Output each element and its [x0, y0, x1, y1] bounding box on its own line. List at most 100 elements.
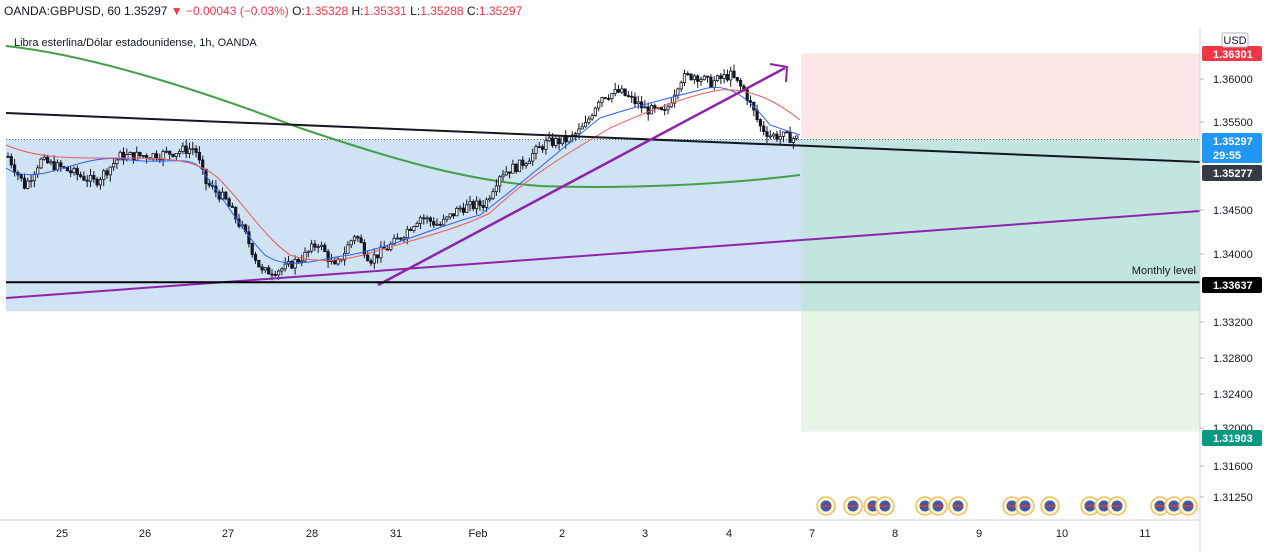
- candle-body: [19, 174, 23, 179]
- candle-body: [22, 177, 27, 189]
- candle-body: [230, 205, 234, 208]
- candle-body: [32, 173, 37, 182]
- candle-body: [399, 237, 403, 240]
- candle-body: [36, 167, 40, 175]
- candle-body: [79, 174, 83, 177]
- close-key: C:: [467, 4, 479, 18]
- candle-body: [290, 260, 294, 269]
- candle-body: [653, 105, 657, 109]
- candle-body: [445, 216, 449, 220]
- x-tick-label: 11: [1139, 528, 1150, 540]
- ema-slow-line: [5, 45, 801, 188]
- price-badge: [1202, 46, 1262, 61]
- candle-body: [577, 128, 581, 135]
- candle-body: [313, 243, 317, 248]
- price-badge-label: 1.31903: [1213, 433, 1253, 445]
- candle-body: [547, 137, 551, 142]
- candle-body: [9, 156, 13, 166]
- candle-body: [95, 178, 99, 186]
- projection-arrow-line: [377, 66, 786, 287]
- candle-body: [527, 160, 532, 165]
- candle-body: [85, 179, 89, 182]
- candle-body: [451, 213, 456, 217]
- candle-body: [75, 168, 79, 176]
- projection-arrow-head: [769, 63, 789, 83]
- low-key: L:: [410, 4, 420, 18]
- change-label: −0.00043 (−0.03%): [186, 4, 292, 18]
- candle-body: [207, 183, 211, 186]
- candle-body: [346, 244, 350, 254]
- candle-body: [663, 109, 667, 111]
- candle-body: [603, 97, 607, 99]
- candle-body: [273, 274, 277, 276]
- candle-body: [778, 135, 782, 140]
- y-tick-label: 1.34500: [1213, 205, 1253, 217]
- candle-body: [758, 119, 763, 127]
- candle-body: [234, 206, 238, 220]
- candle-body: [161, 151, 165, 161]
- candle-body: [191, 148, 195, 151]
- candle-body: [692, 75, 697, 81]
- candle-body: [785, 131, 789, 134]
- candle-body: [392, 237, 396, 245]
- candle-body: [706, 75, 710, 78]
- candle-body: [583, 121, 588, 128]
- candle-body: [49, 161, 53, 164]
- candle-body: [263, 267, 268, 271]
- chart-subtitle: Libra esterlina/Dólar estadounidense, 1h…: [14, 37, 257, 49]
- candle-body: [712, 80, 716, 88]
- x-tick-label: 2: [559, 528, 565, 540]
- candles-group: [6, 64, 799, 281]
- candle-body: [356, 236, 360, 239]
- candle-body: [250, 243, 254, 255]
- candle-body: [791, 137, 796, 143]
- candle-body: [511, 163, 515, 174]
- candle-body: [115, 159, 119, 164]
- candle-body: [52, 161, 56, 171]
- candle-body: [560, 135, 565, 145]
- candle-body: [336, 258, 340, 265]
- symbol-header: OANDA:GBPUSD, 60 1.35297 ▼ −0.00043 (−0.…: [4, 4, 523, 18]
- candle-body: [422, 217, 426, 220]
- candle-body: [435, 223, 439, 226]
- candle-body: [379, 246, 383, 259]
- candle-body: [441, 218, 446, 226]
- candle-body: [484, 199, 489, 208]
- candle-body: [319, 244, 324, 247]
- candle-body: [112, 163, 116, 168]
- candle-body: [69, 170, 73, 174]
- candle-body: [316, 246, 320, 248]
- candle-body: [517, 159, 522, 173]
- x-tick-label: 10: [1056, 528, 1068, 540]
- candle-body: [739, 80, 743, 87]
- ascending-trendline: [5, 210, 1201, 299]
- candle-body: [65, 167, 69, 172]
- candle-body: [326, 251, 330, 262]
- candle-body: [765, 131, 769, 137]
- candle-body: [352, 236, 357, 242]
- candle-body: [593, 107, 598, 117]
- candle-body: [283, 263, 287, 270]
- candle-body: [468, 201, 472, 206]
- candle-body: [46, 156, 50, 164]
- candle-body: [108, 166, 112, 176]
- candle-body: [732, 70, 736, 78]
- candle-body: [465, 204, 469, 213]
- candle-body: [197, 152, 201, 161]
- candle-body: [141, 155, 145, 157]
- candle-body: [643, 106, 647, 109]
- candle-body: [82, 176, 86, 181]
- down-arrow-icon: ▼: [171, 4, 186, 18]
- candle-body: [375, 254, 380, 259]
- candle-body: [438, 223, 442, 226]
- ema-fast-line: [5, 86, 801, 264]
- candle-body: [531, 153, 535, 162]
- candle-body: [227, 198, 231, 207]
- demand-zone-rect: [6, 139, 801, 312]
- candle-body: [164, 150, 168, 153]
- candle-body: [788, 131, 792, 143]
- candle-body: [607, 97, 611, 100]
- candle-body: [253, 254, 258, 261]
- candle-body: [729, 70, 733, 81]
